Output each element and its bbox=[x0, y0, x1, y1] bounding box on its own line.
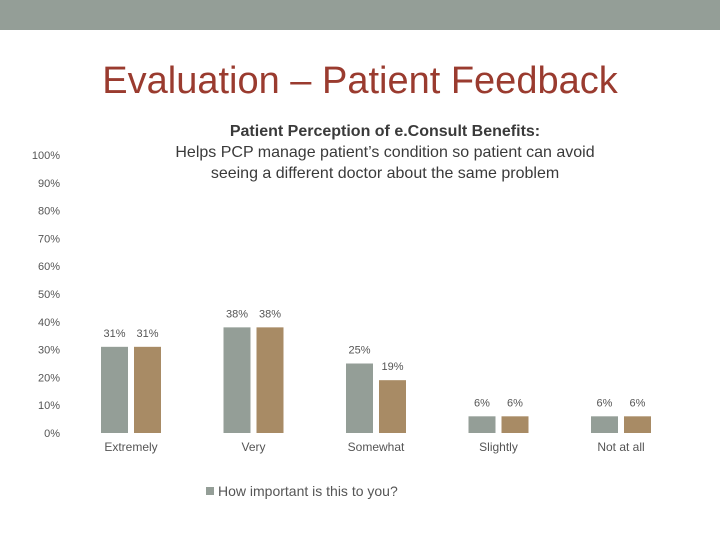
x-tick-label: Extremely bbox=[104, 440, 157, 454]
chart-legend: How important is this to you? bbox=[206, 483, 398, 499]
bar-series-2 bbox=[501, 416, 529, 433]
y-tick-label: 10% bbox=[38, 400, 60, 412]
y-tick-label: 60% bbox=[38, 261, 60, 273]
chart-title-line-3: seeing a different doctor about the same… bbox=[210, 165, 560, 182]
legend-label: How important is this to you? bbox=[218, 483, 398, 499]
data-label: 31% bbox=[103, 328, 125, 340]
bar-series-1 bbox=[346, 363, 373, 433]
chart-title-line-1: Patient Perception of e.Consult Benefits… bbox=[229, 123, 541, 140]
y-tick-label: 40% bbox=[38, 317, 60, 329]
y-tick-label: 70% bbox=[38, 233, 60, 245]
y-tick-label: 80% bbox=[38, 206, 60, 218]
x-tick-label: Somewhat bbox=[348, 440, 405, 454]
data-label: 38% bbox=[226, 308, 248, 320]
data-label: 19% bbox=[381, 361, 403, 373]
bar-series-1 bbox=[468, 416, 496, 433]
data-label: 38% bbox=[259, 308, 281, 320]
legend-swatch bbox=[206, 487, 214, 495]
chart-title: Patient Perception of e.Consult Benefits… bbox=[100, 121, 670, 184]
y-tick-label: 50% bbox=[38, 289, 60, 301]
y-tick-label: 90% bbox=[38, 178, 60, 190]
bar-series-1 bbox=[223, 327, 251, 433]
bar-series-1 bbox=[101, 346, 128, 433]
data-label: 6% bbox=[507, 397, 523, 409]
top-bar bbox=[0, 0, 720, 30]
bar-series-2 bbox=[256, 327, 284, 433]
y-tick-label: 100% bbox=[32, 150, 60, 162]
data-label: 6% bbox=[474, 397, 490, 409]
data-label: 31% bbox=[136, 328, 158, 340]
y-tick-label: 30% bbox=[38, 345, 60, 357]
bar-series-2 bbox=[624, 416, 651, 433]
data-label: 6% bbox=[630, 397, 646, 409]
chart-title-line-2: Helps PCP manage patient’s condition so … bbox=[175, 144, 595, 161]
bar-series-2 bbox=[134, 346, 161, 433]
data-label: 25% bbox=[348, 345, 370, 357]
data-label: 6% bbox=[597, 397, 613, 409]
x-tick-label: Not at all bbox=[597, 440, 644, 454]
x-tick-label: Slightly bbox=[479, 440, 518, 454]
bar-series-1 bbox=[591, 416, 618, 433]
y-tick-label: 0% bbox=[44, 428, 60, 440]
y-tick-label: 20% bbox=[38, 372, 60, 384]
bar-series-2 bbox=[379, 380, 406, 433]
slide-title: Evaluation – Patient Feedback bbox=[102, 60, 618, 102]
x-tick-label: Very bbox=[241, 440, 265, 454]
